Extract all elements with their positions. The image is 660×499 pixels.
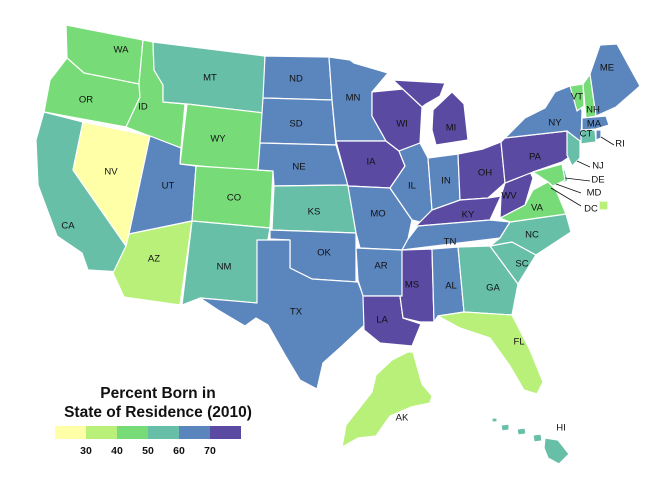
legend-title: Percent Born in State of Residence (2010… — [58, 384, 258, 422]
state-dc[interactable] — [598, 200, 609, 211]
leader-line-nj — [576, 160, 591, 168]
state-label-mi: MI — [446, 123, 457, 134]
state-label-nc: NC — [525, 230, 539, 241]
legend-swatch-5 — [179, 426, 210, 439]
state-label-ms: MS — [405, 280, 419, 291]
state-ma[interactable] — [581, 115, 610, 131]
state-hi[interactable] — [491, 417, 570, 465]
state-label-mn: MN — [346, 93, 361, 104]
state-mi[interactable] — [392, 79, 469, 146]
state-label-il: IL — [408, 181, 416, 192]
legend-title-line-1: Percent Born in — [100, 385, 216, 402]
state-nj[interactable] — [566, 130, 581, 167]
state-label-hi: HI — [556, 423, 566, 434]
state-label-tx: TX — [290, 307, 303, 318]
state-label-ri: RI — [615, 139, 625, 150]
state-fl[interactable] — [437, 311, 544, 395]
state-label-ks: KS — [308, 207, 321, 218]
state-ga[interactable] — [457, 245, 519, 316]
state-label-wy: WY — [210, 134, 226, 145]
legend-tick-60: 60 — [173, 445, 185, 457]
state-label-ny: NY — [548, 118, 562, 129]
state-label-nm: NM — [217, 262, 232, 273]
state-label-md: MD — [587, 188, 602, 199]
state-label-dc: DC — [584, 204, 598, 215]
state-label-ct: CT — [580, 129, 593, 140]
state-tx[interactable] — [199, 239, 373, 390]
state-label-ia: IA — [367, 157, 377, 168]
leader-line-de — [564, 177, 591, 182]
state-label-ne: NE — [292, 162, 305, 173]
state-label-la: LA — [376, 315, 388, 326]
state-label-nh: NH — [586, 105, 600, 116]
state-label-co: CO — [227, 193, 241, 204]
legend-tick-40: 40 — [111, 445, 123, 457]
legend-title-line-2: State of Residence (2010) — [64, 404, 252, 421]
state-label-fl: FL — [513, 337, 524, 348]
legend-swatch-1 — [55, 426, 86, 439]
leader-line-dc — [550, 187, 582, 207]
state-label-de: DE — [591, 175, 604, 186]
state-vt[interactable] — [569, 83, 585, 112]
state-label-ky: KY — [462, 210, 475, 221]
state-ri[interactable] — [595, 129, 602, 141]
legend-swatch-6 — [210, 426, 241, 439]
state-label-ma: MA — [587, 119, 602, 130]
state-label-va: VA — [531, 203, 544, 214]
state-label-nj: NJ — [592, 161, 604, 172]
legend-tick-70: 70 — [204, 445, 216, 457]
state-label-vt: VT — [571, 92, 583, 103]
state-label-ar: AR — [374, 261, 387, 272]
state-label-mt: MT — [203, 73, 217, 84]
state-me[interactable] — [589, 43, 641, 117]
state-label-me: ME — [600, 63, 614, 74]
legend-swatch-4 — [148, 426, 179, 439]
state-label-or: OR — [79, 95, 93, 106]
state-label-az: AZ — [148, 254, 160, 265]
state-label-mo: MO — [370, 209, 385, 220]
state-ak[interactable] — [341, 351, 433, 448]
state-label-nv: NV — [104, 167, 118, 178]
state-label-wi: WI — [396, 119, 408, 130]
state-label-nd: ND — [289, 74, 303, 85]
state-label-ak: AK — [396, 413, 409, 424]
state-label-in: IN — [441, 176, 451, 187]
state-label-wa: WA — [114, 45, 130, 56]
state-label-ca: CA — [61, 221, 75, 232]
legend-swatch-3 — [117, 426, 148, 439]
state-label-al: AL — [445, 281, 457, 292]
leader-line-ri — [600, 136, 615, 146]
state-label-tn: TN — [444, 237, 457, 248]
state-label-pa: PA — [529, 152, 542, 163]
legend-tick-50: 50 — [142, 445, 154, 457]
legend-swatch-2 — [86, 426, 117, 439]
state-label-ok: OK — [317, 248, 331, 259]
state-label-ga: GA — [486, 283, 500, 294]
legend-color-bar — [55, 426, 241, 439]
state-ct[interactable] — [580, 129, 597, 145]
state-label-sd: SD — [289, 119, 302, 130]
state-label-wv: WV — [501, 191, 517, 202]
legend-tick-30: 30 — [80, 445, 92, 457]
leader-line-md — [555, 183, 582, 194]
state-label-sc: SC — [515, 259, 528, 270]
state-label-id: ID — [138, 102, 148, 113]
state-label-oh: OH — [478, 168, 492, 179]
state-md[interactable] — [532, 163, 566, 187]
state-label-ut: UT — [162, 181, 175, 192]
legend-tick-labels: 30 40 50 60 70 — [55, 445, 241, 459]
